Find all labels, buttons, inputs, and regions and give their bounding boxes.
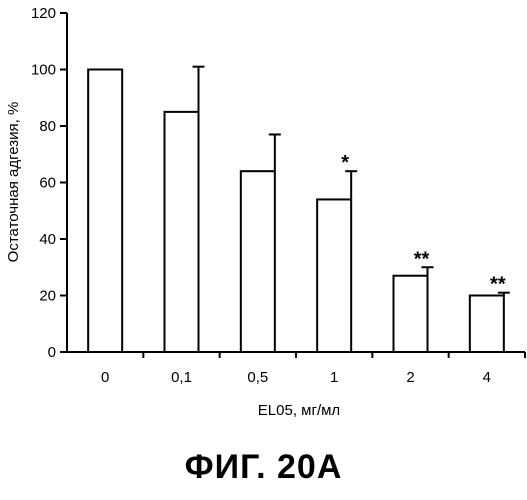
bars: ***** [88,67,510,352]
x-tick-label: 0 [101,369,109,386]
significance-marker: ** [414,248,430,270]
bar [88,70,122,353]
y-axis-label: Остаточная адгезия, % [5,102,22,263]
figure-caption: ФИГ. 20A [0,448,527,487]
y-tick-label: 60 [39,175,56,192]
bar [394,276,428,352]
x-tick-label: 2 [406,369,414,386]
y-tick-label: 120 [31,5,56,22]
y-tick-label: 40 [39,231,56,248]
y-tick-label: 100 [31,62,56,79]
bar [165,112,199,352]
y-axis: 0 20 40 60 80 100 120 [31,5,67,361]
significance-marker: * [341,152,349,174]
bar [241,171,275,352]
bar [317,199,351,352]
x-axis-label: EL05, мг/мл [258,402,340,419]
x-tick-label: 0,1 [171,369,192,386]
significance-marker: ** [490,274,506,296]
x-axis: 0 0,1 0,5 1 2 4 [67,352,525,386]
x-tick-label: 0,5 [247,369,268,386]
x-tick-label: 1 [330,369,338,386]
y-tick-label: 20 [39,288,56,305]
bar [470,296,504,353]
y-tick-label: 0 [48,344,56,361]
y-tick-label: 80 [39,118,56,135]
x-tick-label: 4 [483,369,491,386]
